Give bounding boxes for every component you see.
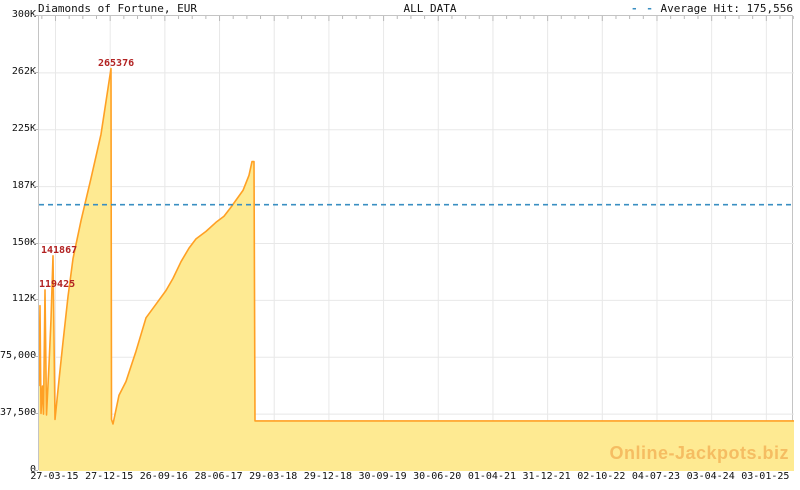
y-axis-tick bbox=[34, 15, 38, 16]
y-axis-label: 112K bbox=[11, 293, 36, 305]
y-axis-label: 0 bbox=[29, 464, 36, 475]
average-hit-legend-label: Average Hit: 175,556 bbox=[660, 2, 793, 15]
peak-value-label: 141867 bbox=[41, 244, 78, 256]
y-axis-label: 150K bbox=[11, 236, 36, 248]
y-axis-label: 187K bbox=[11, 179, 36, 191]
dashed-line-icon: - - bbox=[631, 2, 654, 15]
x-axis-label: 02-10-22 bbox=[577, 471, 626, 482]
y-axis-tick bbox=[34, 242, 38, 244]
y-axis-label: 75,000 bbox=[0, 350, 37, 362]
y-axis-label: 300K bbox=[11, 9, 36, 20]
y-axis-tick bbox=[34, 71, 38, 73]
x-axis-label: 28-06-17 bbox=[194, 471, 243, 482]
x-axis-label: 01-04-21 bbox=[467, 471, 517, 482]
y-axis-tick bbox=[34, 470, 38, 471]
peak-value-label: 119425 bbox=[39, 278, 76, 290]
average-hit-legend: - - Average Hit: 175,556 bbox=[631, 2, 793, 15]
y-axis-label: 37,500 bbox=[0, 407, 37, 419]
peak-value-label: 265376 bbox=[98, 57, 135, 69]
x-axis-label: 31-12-21 bbox=[522, 471, 571, 482]
y-axis-label: 262K bbox=[11, 65, 36, 77]
y-axis-tick bbox=[34, 185, 38, 187]
y-axis-label: 225K bbox=[11, 122, 36, 134]
chart-canvas bbox=[39, 16, 794, 471]
x-axis-label: 27-12-15 bbox=[85, 471, 134, 482]
y-axis-tick bbox=[34, 413, 38, 415]
x-axis-label: 03-01-25 bbox=[741, 471, 790, 482]
x-axis-label: 29-12-18 bbox=[303, 471, 352, 482]
plot-area: 119425 141867 265376 Online-Jackpots.biz bbox=[38, 15, 794, 471]
x-axis-label: 04-07-23 bbox=[631, 471, 681, 482]
y-axis-tick bbox=[34, 128, 38, 130]
x-axis-label: 30-06-20 bbox=[413, 471, 462, 482]
x-axis-label: 30-09-19 bbox=[358, 471, 407, 482]
chart-range-label: ALL DATA bbox=[403, 2, 457, 15]
x-axis-label: 03-04-24 bbox=[686, 471, 735, 482]
y-axis-tick bbox=[34, 356, 38, 358]
y-axis-tick bbox=[34, 299, 38, 301]
chart-title: Diamonds of Fortune, EUR bbox=[38, 2, 197, 15]
watermark: Online-Jackpots.biz bbox=[609, 443, 789, 463]
x-axis-label: 27-03-15 bbox=[30, 471, 79, 482]
x-axis-label: 29-03-18 bbox=[249, 471, 298, 482]
x-axis-label: 26-09-16 bbox=[139, 471, 188, 482]
